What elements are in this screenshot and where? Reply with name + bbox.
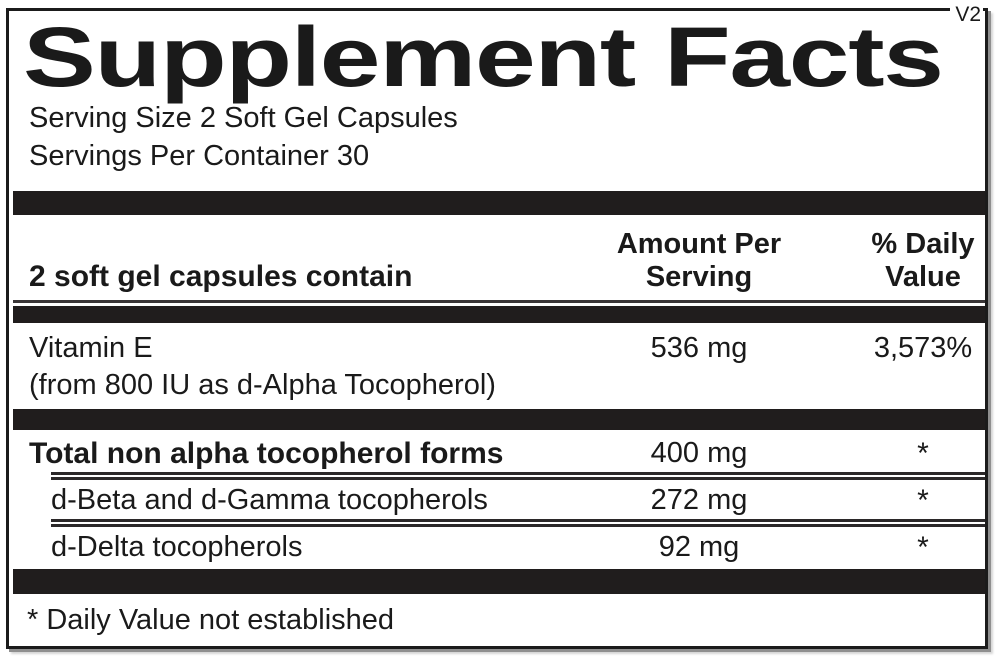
nutrient-name: d-Beta and d-Gamma tocopherols <box>51 484 488 516</box>
section-bar-bottom <box>13 569 985 594</box>
nutrient-daily-value-asterisk: * <box>917 484 929 517</box>
nutrient-amount: 272 mg <box>650 484 748 516</box>
nutrient-daily-value-asterisk: * <box>917 531 929 564</box>
servings-per-container-line: Servings Per Container 30 <box>29 140 370 172</box>
nutrient-name: d-Delta tocopherols <box>51 531 303 563</box>
supplement-facts-panel: V2 Supplement Facts Serving Size 2 Soft … <box>6 3 988 649</box>
nutrient-row-beta-gamma: d-Beta and d-Gamma tocopherols 272 mg * <box>9 480 985 519</box>
panel-title: Supplement Facts <box>23 10 944 104</box>
sub-row-separator <box>51 472 985 480</box>
header-dv-line2: Value <box>885 261 961 293</box>
header-daily-value: % Daily Value <box>839 228 1000 294</box>
table-header-row: 2 soft gel capsules contain Amount Per S… <box>9 215 985 300</box>
header-bottom-rule <box>13 300 985 303</box>
nutrient-row-delta: d-Delta tocopherols 92 mg * <box>9 527 985 569</box>
version-tag: V2 <box>950 3 983 29</box>
nutrient-daily-value-asterisk: * <box>917 437 929 470</box>
nutrient-row-total-non-alpha: Total non alpha tocopherol forms 400 mg … <box>9 430 985 472</box>
nutrient-daily-value: 3,573% <box>873 332 973 364</box>
sub-row-separator <box>51 519 985 527</box>
nutrient-row-vitamin-e: Vitamin E (from 800 IU as d-Alpha Tocoph… <box>9 323 985 409</box>
section-bar-middle <box>13 409 985 430</box>
serving-size-line: Serving Size 2 Soft Gel Capsules <box>29 102 458 134</box>
section-bar-top <box>13 191 985 215</box>
nutrient-amount: 536 mg <box>650 332 748 364</box>
nutrient-name: Total non alpha tocopherol forms <box>29 437 504 470</box>
header-amount-per-serving: Amount Per Serving <box>569 228 829 294</box>
nutrient-source-note: (from 800 IU as d-Alpha Tocopherol) <box>29 369 496 401</box>
header-amount-line2: Serving <box>645 261 753 293</box>
nutrient-amount: 92 mg <box>658 531 740 563</box>
nutrient-name: Vitamin E <box>29 332 153 364</box>
header-amount-line1: Amount Per <box>616 228 782 260</box>
nutrient-amount: 400 mg <box>650 437 748 469</box>
header-dv-line1: % Daily <box>871 228 975 260</box>
daily-value-footnote: * Daily Value not established <box>27 604 395 636</box>
header-contain-label: 2 soft gel capsules contain <box>29 260 413 293</box>
section-bar-header <box>13 306 985 323</box>
